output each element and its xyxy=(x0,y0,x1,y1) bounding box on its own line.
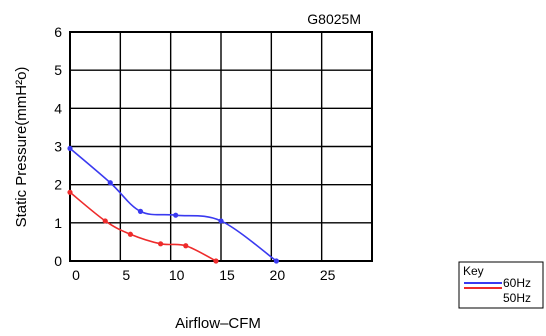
x-tick-labels: 0 5 10 15 20 25 xyxy=(72,267,336,283)
data-point-50hz xyxy=(213,258,219,264)
y-tick-labels: 0 1 2 3 4 5 6 xyxy=(54,24,62,269)
series-line-50hz xyxy=(69,191,217,262)
x-axis-title: Airflow–CFM xyxy=(175,315,261,332)
y-axis-title: Static Pressure(mmH²o) xyxy=(13,67,30,228)
data-point-50hz xyxy=(183,243,189,249)
y-tick-label: 6 xyxy=(54,24,62,40)
series-line-60hz xyxy=(69,147,277,262)
data-point-60hz xyxy=(67,145,73,152)
data-point-50hz xyxy=(67,189,73,195)
data-point-60hz xyxy=(107,180,113,186)
data-point-60hz xyxy=(218,218,224,224)
data-point-50hz xyxy=(102,218,108,224)
x-tick-label: 15 xyxy=(219,267,235,283)
x-tick-label: 10 xyxy=(169,267,185,283)
x-tick-label: 5 xyxy=(122,267,130,283)
legend-label-60hz: 60Hz xyxy=(503,276,531,290)
data-point-60hz xyxy=(273,258,279,264)
y-tick-label: 2 xyxy=(54,177,62,193)
y-tick-label: 3 xyxy=(54,139,62,155)
x-tick-label: 0 xyxy=(72,267,80,283)
x-tick-label: 25 xyxy=(320,267,336,283)
series-group xyxy=(67,145,279,264)
y-tick-label: 4 xyxy=(54,100,62,116)
legend: Key 60Hz 50Hz xyxy=(458,261,544,309)
x-tick-label: 20 xyxy=(270,267,286,283)
data-point-60hz xyxy=(137,208,144,214)
chart-title: G8025M xyxy=(307,11,361,27)
y-tick-label: 0 xyxy=(54,253,62,269)
legend-label-50hz: 50Hz xyxy=(503,291,531,305)
y-tick-label: 1 xyxy=(54,215,62,231)
legend-box xyxy=(458,261,544,309)
data-point-50hz xyxy=(127,231,133,237)
y-tick-label: 5 xyxy=(54,62,62,78)
data-point-60hz xyxy=(173,212,179,218)
data-point-50hz xyxy=(158,241,164,247)
legend-title: Key xyxy=(463,264,484,278)
